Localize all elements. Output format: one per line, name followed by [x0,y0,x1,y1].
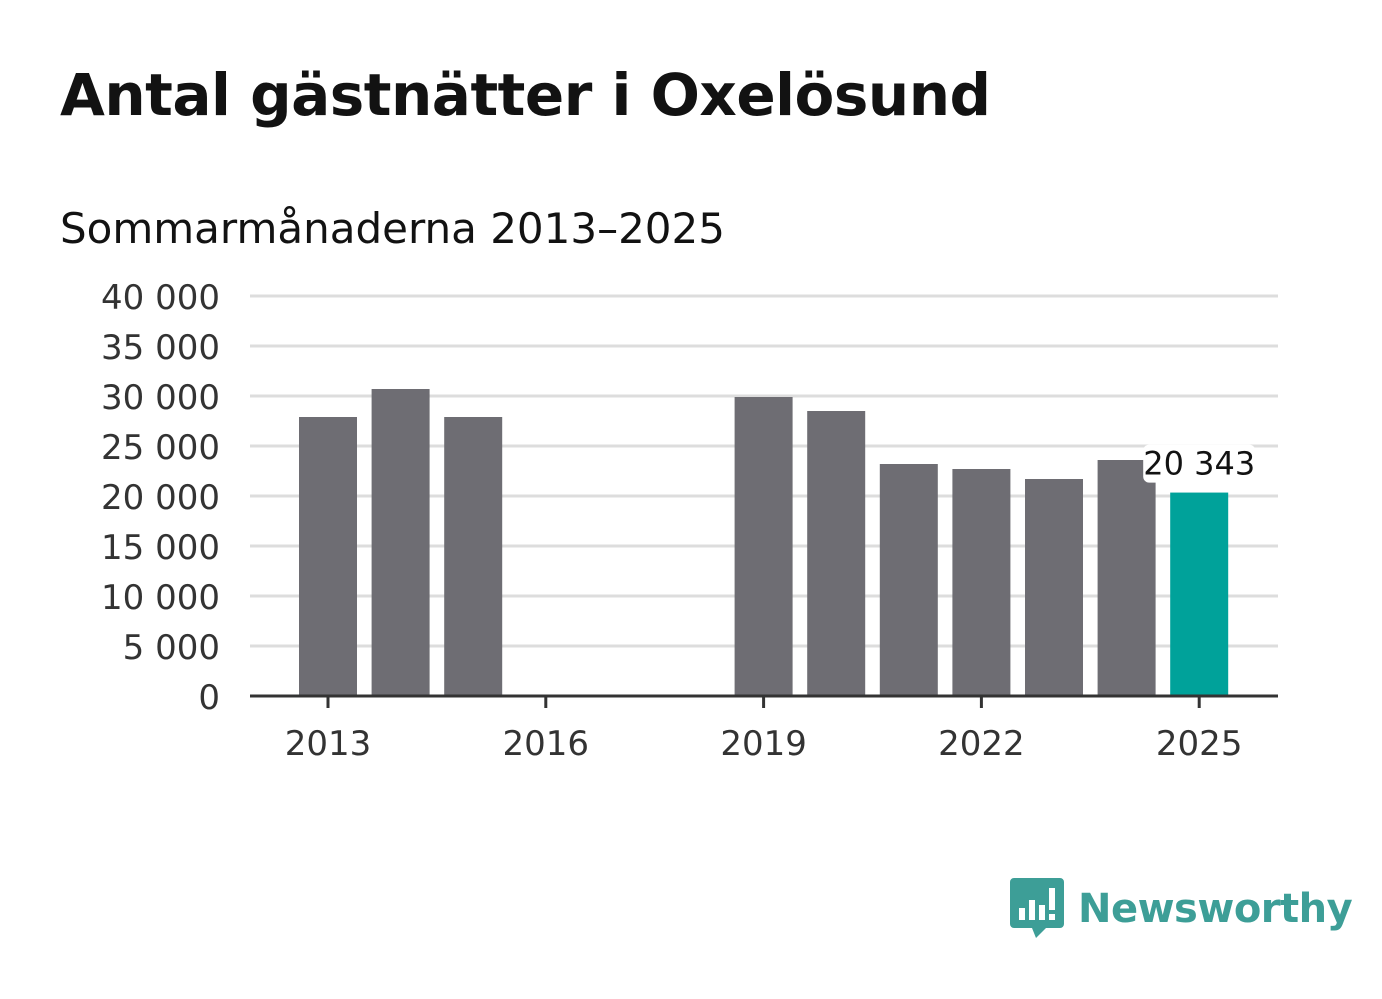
y-tick-label: 0 [198,678,220,718]
bar-2025 [1170,492,1229,696]
y-tick-label: 20 000 [101,478,220,518]
y-tick-label: 25 000 [101,428,220,468]
x-axis-ticks: 2013 2016 2019 2022 2025 [285,696,1243,764]
x-tick-label: 2016 [503,724,590,764]
bar-2020 [807,411,866,696]
x-tick-label: 2025 [1156,724,1243,764]
data-label: 20 343 [1143,445,1255,483]
bar-2014 [371,389,430,696]
bar-2019 [734,397,793,696]
x-tick-label: 2019 [720,724,807,764]
x-tick-label: 2022 [938,724,1025,764]
bar-chart-speech-bubble-icon [1010,878,1064,938]
y-tick-label: 40 000 [101,278,220,318]
y-axis-ticks: 0 5 000 10 000 15 000 20 000 25 000 30 000 35 0… [101,278,220,718]
y-tick-label: 35 000 [101,328,220,368]
y-tick-label: 15 000 [101,528,220,568]
y-tick-label: 10 000 [101,578,220,618]
x-tick-label: 2013 [285,724,372,764]
brand: Newsworthy [1010,878,1353,940]
bar-2015 [444,417,503,696]
bar-2023 [1025,479,1083,696]
bar-2024 [1097,460,1156,696]
y-tick-label: 5 000 [123,628,220,668]
brand-name: Newsworthy [1078,886,1353,932]
bars [299,389,1229,696]
bar-2022 [952,469,1011,696]
bar-2021 [879,464,938,696]
chart-subtitle: Sommarmånaderna 2013–2025 [60,204,725,253]
data-labels: 20 343 [1143,444,1256,483]
bar-2013 [299,417,357,696]
chart-title: Antal gästnätter i Oxelösund [60,61,991,129]
y-tick-label: 30 000 [101,378,220,418]
data-label-bg [1143,444,1256,483]
